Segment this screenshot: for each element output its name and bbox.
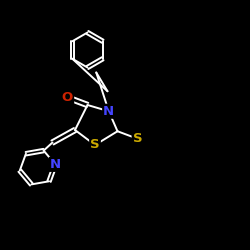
Text: N: N [103, 105, 114, 118]
Text: S: S [133, 132, 142, 145]
Text: S: S [90, 138, 100, 151]
Text: N: N [50, 158, 61, 171]
Text: O: O [62, 91, 73, 104]
